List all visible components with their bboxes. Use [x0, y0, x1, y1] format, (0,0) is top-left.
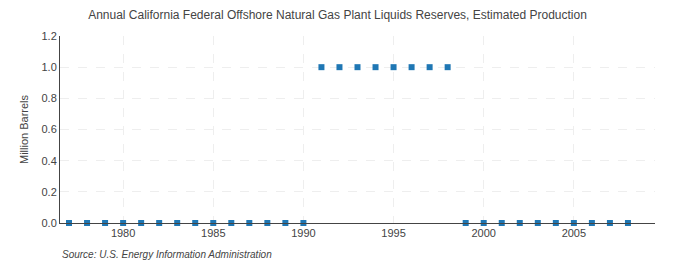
- svg-text:1990: 1990: [291, 227, 315, 239]
- svg-text:1980: 1980: [111, 227, 135, 239]
- svg-text:Annual California Federal Offs: Annual California Federal Offshore Natur…: [88, 8, 587, 22]
- svg-text:0.2: 0.2: [42, 186, 57, 198]
- svg-text:1985: 1985: [201, 227, 225, 239]
- svg-text:0.4: 0.4: [42, 155, 57, 167]
- svg-text:Source: U.S. Energy Informatio: Source: U.S. Energy Information Administ…: [62, 249, 272, 260]
- svg-text:2000: 2000: [471, 227, 495, 239]
- svg-text:0.6: 0.6: [42, 123, 57, 135]
- svg-text:0.8: 0.8: [42, 92, 57, 104]
- svg-text:1.2: 1.2: [42, 30, 57, 42]
- svg-text:1995: 1995: [381, 227, 405, 239]
- svg-text:2005: 2005: [562, 227, 586, 239]
- svg-text:Million Barrels: Million Barrels: [18, 94, 30, 164]
- svg-text:1.0: 1.0: [42, 61, 57, 73]
- svg-text:0.0: 0.0: [42, 217, 57, 229]
